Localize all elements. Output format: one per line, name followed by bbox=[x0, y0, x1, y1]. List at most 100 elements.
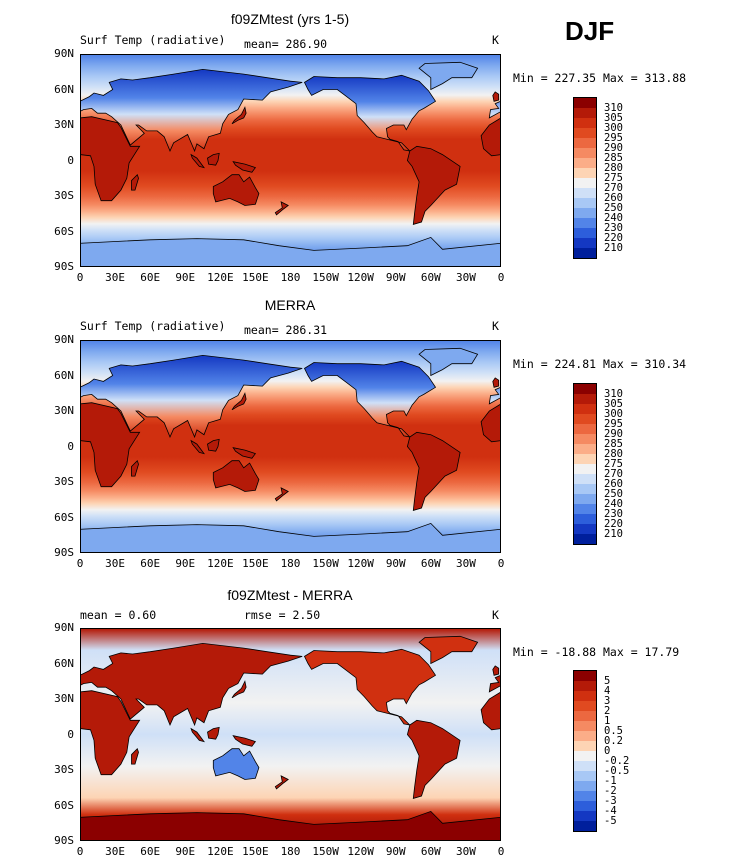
min-max-label: Min = 227.35 Max = 313.88 bbox=[513, 71, 687, 85]
mean-label: mean= 286.90 bbox=[244, 37, 328, 51]
colorbar-label: 220 bbox=[604, 232, 623, 244]
x-tick-label: 30E bbox=[105, 845, 126, 858]
colorbar bbox=[573, 97, 597, 259]
colorbar-swatch bbox=[574, 424, 596, 434]
land-australia bbox=[212, 174, 260, 206]
land-madagascar bbox=[131, 173, 139, 191]
map-panel bbox=[80, 54, 501, 267]
colorbar-label: 295 bbox=[604, 132, 623, 144]
y-tick-label: 60S bbox=[54, 224, 74, 238]
land-sumatra bbox=[190, 727, 205, 743]
colorbar-label: 260 bbox=[604, 478, 623, 490]
land-samerica bbox=[406, 431, 461, 511]
y-tick-label: 0 bbox=[67, 727, 74, 741]
colorbar-swatch bbox=[574, 394, 596, 404]
land-madagascar bbox=[131, 747, 139, 765]
x-tick-label: 120W bbox=[347, 845, 374, 858]
x-tick-label: 90W bbox=[385, 845, 406, 858]
y-tick-label: 90N bbox=[54, 333, 74, 346]
colorbar-swatch bbox=[574, 721, 596, 731]
colorbar-label: 280 bbox=[604, 162, 623, 174]
y-tick-label: 90N bbox=[54, 621, 74, 634]
x-tick-label: 120E bbox=[207, 557, 234, 570]
y-tick-label: 60S bbox=[54, 510, 74, 524]
colorbar-label: 0 bbox=[604, 745, 611, 757]
colorbar-label: 305 bbox=[604, 398, 623, 410]
colorbar-swatch bbox=[574, 158, 596, 168]
x-tick-label: 90E bbox=[175, 845, 196, 858]
colorbar-swatch bbox=[574, 751, 596, 761]
land-australia bbox=[212, 460, 260, 492]
colorbar-label: 290 bbox=[604, 428, 623, 440]
colorbar-label: 280 bbox=[604, 448, 623, 460]
land-nz bbox=[274, 487, 289, 502]
coastline-layer bbox=[81, 347, 500, 552]
land-japan bbox=[231, 680, 247, 699]
colorbar-swatch bbox=[574, 148, 596, 158]
x-tick-label: 90W bbox=[385, 271, 406, 284]
x-tick-label: 180 bbox=[280, 845, 301, 858]
colorbar-swatch bbox=[574, 801, 596, 811]
colorbar-label: 310 bbox=[604, 102, 623, 114]
land-antarctica bbox=[81, 522, 500, 552]
x-tick-label: 90E bbox=[175, 557, 196, 570]
x-tick-label: 60W bbox=[420, 271, 441, 284]
colorbar-label: -4 bbox=[604, 805, 617, 817]
land-sumatra bbox=[190, 439, 205, 455]
y-tick-label: 0 bbox=[67, 153, 74, 167]
colorbar-label: 210 bbox=[604, 242, 623, 254]
colorbar-label: 275 bbox=[604, 172, 623, 184]
colorbar-label: 5 bbox=[604, 675, 611, 687]
land-greenland bbox=[418, 347, 479, 377]
land-newguinea bbox=[232, 447, 257, 459]
y-tick-label: 60S bbox=[54, 798, 74, 812]
colorbar-swatch bbox=[574, 681, 596, 691]
colorbar-label: 285 bbox=[604, 152, 623, 164]
colorbar-swatch bbox=[574, 534, 596, 544]
land-japan bbox=[231, 392, 247, 411]
land-namerica bbox=[303, 648, 437, 726]
y-tick-label: 30S bbox=[54, 189, 74, 202]
colorbar bbox=[573, 670, 597, 832]
colorbar-swatch bbox=[574, 514, 596, 524]
x-tick-label: 60E bbox=[140, 557, 161, 570]
colorbar-label: -3 bbox=[604, 795, 617, 807]
land-samerica bbox=[406, 719, 461, 799]
colorbar-label: 0.2 bbox=[604, 735, 623, 747]
x-tick-label: 60E bbox=[140, 271, 161, 284]
colorbar-swatch bbox=[574, 474, 596, 484]
land-eurasia bbox=[81, 642, 303, 727]
x-tick-label: 0 bbox=[497, 845, 505, 858]
y-tick-label: 90N bbox=[54, 47, 74, 60]
colorbar-swatch bbox=[574, 484, 596, 494]
x-tick-label: 30E bbox=[105, 271, 126, 284]
land-borneo bbox=[207, 726, 220, 740]
field-label: Surf Temp (radiative) bbox=[80, 319, 226, 333]
panel-title: MERRA bbox=[264, 297, 316, 313]
colorbar-label: -5 bbox=[604, 815, 617, 827]
colorbar-swatch bbox=[574, 711, 596, 721]
units-label: K bbox=[492, 608, 499, 622]
x-tick-label: 30E bbox=[105, 557, 126, 570]
colorbar-label: 300 bbox=[604, 122, 623, 134]
x-tick-label: 150E bbox=[242, 845, 269, 858]
land-eurasia bbox=[81, 354, 303, 439]
x-tick-label: 180 bbox=[280, 271, 301, 284]
y-tick-label: 0 bbox=[67, 439, 74, 453]
x-tick-label: 150W bbox=[312, 845, 339, 858]
colorbar-swatch bbox=[574, 821, 596, 831]
colorbar-swatch bbox=[574, 791, 596, 801]
colorbar-swatch bbox=[574, 108, 596, 118]
colorbar-swatch bbox=[574, 98, 596, 108]
land-africa bbox=[480, 692, 500, 731]
land-newguinea bbox=[232, 161, 257, 173]
x-tick-label: 60E bbox=[140, 845, 161, 858]
colorbar-label: 275 bbox=[604, 458, 623, 470]
x-tick-label: 0 bbox=[497, 271, 505, 284]
coastline-layer bbox=[81, 635, 500, 840]
land-antarctica bbox=[81, 236, 500, 266]
x-tick-label: 90E bbox=[175, 271, 196, 284]
min-max-label: Min = -18.88 Max = 17.79 bbox=[513, 645, 680, 659]
colorbar-label: 250 bbox=[604, 488, 623, 500]
colorbar-swatch bbox=[574, 198, 596, 208]
